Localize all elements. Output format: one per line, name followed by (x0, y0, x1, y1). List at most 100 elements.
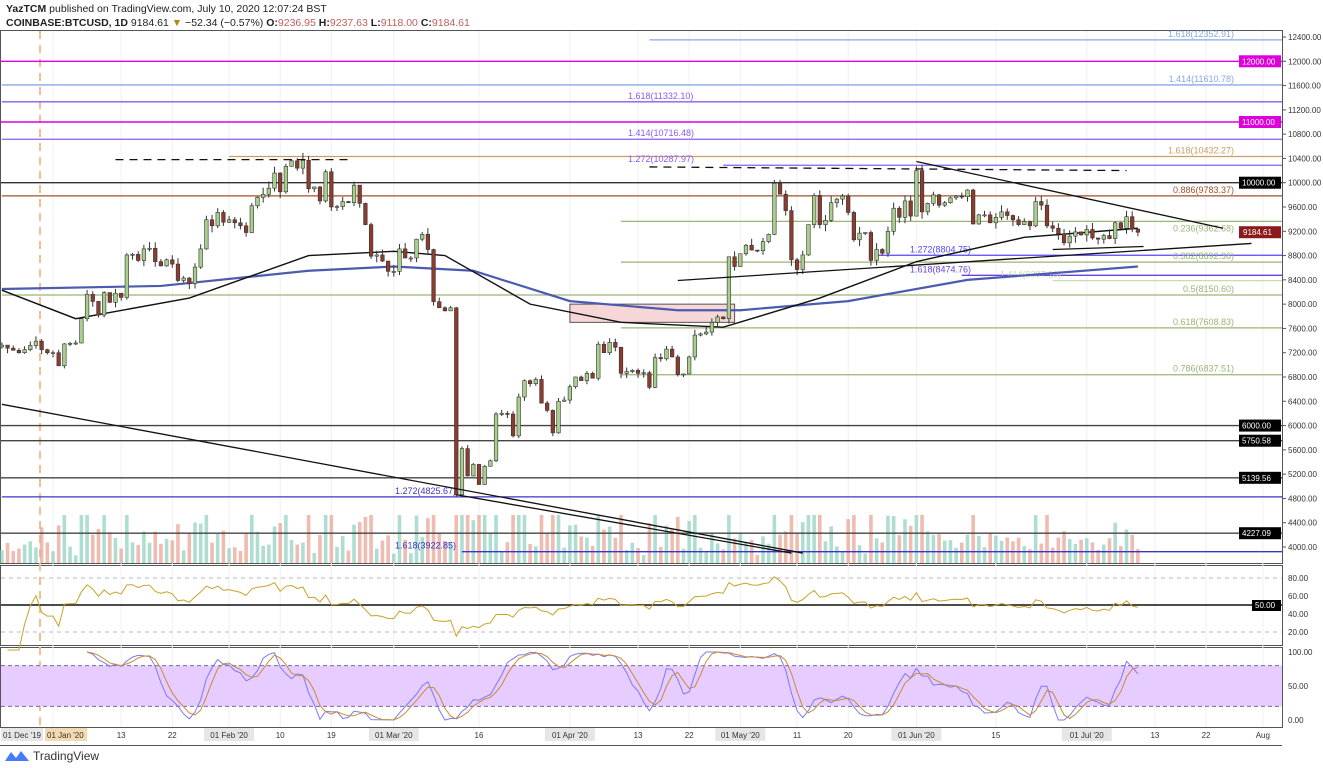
volume-bar (335, 547, 339, 563)
volume-bar (1039, 543, 1044, 563)
volume-bar (1028, 549, 1032, 563)
candle-body (902, 200, 908, 218)
volume-bar (619, 515, 623, 563)
candle (1135, 228, 1140, 237)
candle-body (1044, 204, 1050, 227)
volume-bar (28, 541, 33, 563)
candle-body (863, 232, 868, 234)
candle (755, 249, 760, 253)
volume-bar (130, 542, 135, 563)
volume-bar (613, 537, 618, 563)
candle-body (993, 217, 998, 224)
candle (397, 244, 402, 276)
candle-body (1084, 229, 1089, 236)
price-level-box-label: 12000.00 (1242, 57, 1276, 66)
candle (851, 210, 856, 242)
candle-body (84, 294, 90, 320)
rsi-tick-label: 20.00 (1288, 628, 1309, 637)
volume-bar (437, 533, 442, 563)
candle (948, 196, 953, 204)
price-level-box (1239, 176, 1281, 189)
volume-bar (267, 544, 271, 563)
symbol[interactable]: COINBASE:BTCUSD, 1D (6, 17, 128, 29)
time-tick-label: 01 May '20 (721, 731, 760, 740)
volume-bar (829, 526, 833, 563)
candle (936, 193, 942, 208)
volume-bar (215, 534, 220, 563)
candle (130, 252, 135, 260)
volume-bar (181, 550, 186, 563)
candle (823, 215, 828, 232)
candle (675, 354, 680, 377)
candle-body (579, 376, 584, 381)
candle (760, 237, 766, 255)
volume-bar (789, 515, 794, 563)
trendline (1052, 245, 1144, 251)
volume-bar (687, 520, 691, 563)
volume-bar (511, 515, 515, 563)
volume-bar (465, 515, 470, 563)
tradingview-footer[interactable]: TradingView (4, 748, 99, 764)
candle (11, 345, 16, 351)
volume-bar (863, 553, 868, 563)
close-value: 9184.61 (431, 17, 470, 29)
candle-body (374, 254, 379, 257)
price-level-box (1239, 116, 1281, 128)
price-level-box (1239, 419, 1281, 432)
candle (232, 217, 237, 229)
price-tick-label: 8400.00 (1288, 276, 1317, 285)
candle (442, 306, 448, 312)
candle-body (1010, 215, 1016, 221)
volume-bar (874, 538, 879, 563)
candle (1056, 223, 1061, 240)
candle-body (5, 344, 10, 349)
volume-bar (914, 515, 919, 563)
candle (215, 208, 220, 229)
candle (1027, 220, 1033, 231)
price-tick-label: 5600.00 (1288, 446, 1317, 455)
candle-body (255, 196, 260, 207)
candle-body (204, 219, 209, 250)
candle (800, 250, 805, 275)
candle (868, 230, 874, 266)
price-tick-label: 4800.00 (1288, 494, 1317, 503)
candle (1061, 228, 1067, 246)
candle (681, 373, 686, 378)
candle-body (857, 232, 862, 241)
price-tick-label: 10400.00 (1288, 154, 1322, 163)
volume-bar (551, 515, 555, 563)
candle-body (11, 347, 16, 351)
price-tick-label: 6800.00 (1288, 373, 1317, 382)
volume-bar (971, 515, 975, 563)
candle (954, 194, 959, 200)
candle-body (618, 346, 624, 374)
publisher-line: YazTCM published on TradingView.com, Jul… (6, 3, 327, 15)
candle (312, 186, 317, 193)
rsi-pane-border (0, 565, 1283, 646)
price-level-label: 1.414(11610.78) (1169, 74, 1234, 84)
price-level-label: 0.786(6837.51) (1173, 364, 1234, 374)
volume-bar (499, 551, 504, 563)
candle (22, 346, 27, 354)
volume-bar (1107, 538, 1112, 563)
candle-body (28, 345, 33, 350)
volume-bar (482, 515, 487, 563)
candle-body (880, 249, 885, 254)
volume-bar (1136, 549, 1140, 563)
candle (590, 371, 595, 379)
candle (658, 353, 663, 362)
candle-body (908, 200, 913, 217)
volume-bar (426, 518, 430, 563)
volume-bar (710, 533, 714, 563)
volume-bar (323, 515, 328, 563)
price-level-label: 0.382(8692.36) (1173, 251, 1234, 261)
candle-body (743, 244, 749, 255)
candle-body (351, 184, 357, 204)
volume-bar (289, 540, 294, 563)
volume-bar (891, 516, 896, 563)
open-value: 9236.95 (277, 17, 316, 29)
candle (255, 196, 260, 209)
volume-bar (925, 531, 930, 563)
candle (993, 213, 998, 229)
